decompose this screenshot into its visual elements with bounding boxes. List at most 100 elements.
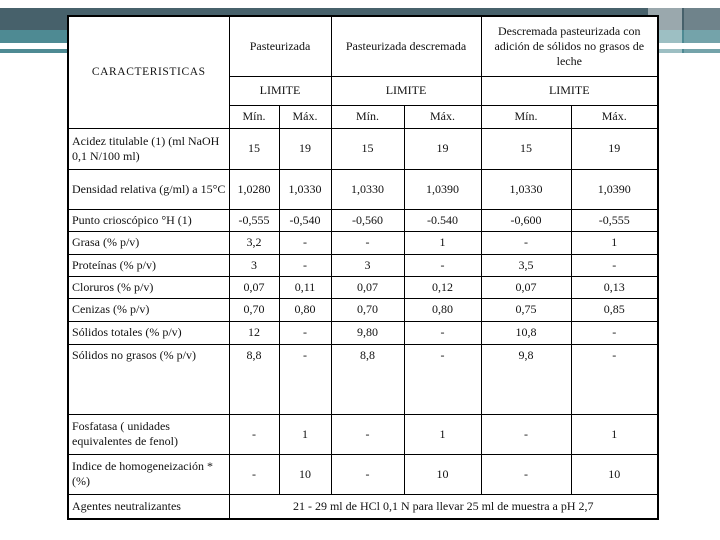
value-cell: 10 (570, 453, 659, 495)
value-cell: 1,0390 (403, 168, 482, 210)
value-cell: 1,0280 (228, 168, 280, 210)
min-header: Mín. (228, 104, 280, 129)
value-cell: 19 (278, 127, 332, 170)
row-name-cell: Cloruros (% p/v) (67, 275, 230, 299)
value-cell: 1 (570, 230, 659, 255)
table-row: Proteínas (% p/v) 3 - 3 - 3,5 - (67, 253, 659, 277)
value-cell: 15 (480, 127, 572, 170)
value-cell: - (480, 413, 572, 455)
value-cell: -0,560 (330, 208, 405, 232)
value-cell: 1 (403, 230, 482, 255)
row-name-cell: Cenizas (% p/v) (67, 297, 230, 322)
value-cell: - (278, 230, 332, 255)
footer-value-cell: 21 - 29 ml de HCl 0,1 N para llevar 25 m… (228, 493, 659, 520)
row-name-cell: Fosfatasa ( unidades equivalentes de fen… (67, 413, 230, 455)
table-header-row-minmax: Mín. Máx. Mín. Máx. Mín. Máx. (68, 104, 659, 129)
value-cell: - (330, 453, 405, 495)
value-cell: - (403, 320, 482, 345)
value-cell: 9,8 (480, 343, 572, 415)
value-cell: 19 (403, 127, 482, 170)
row-name-cell: Acidez titulable (1) (ml NaOH 0,1 N/100 … (67, 127, 230, 170)
value-cell: - (570, 253, 659, 277)
value-cell: -0,600 (480, 208, 572, 232)
value-cell: 1,0390 (570, 168, 659, 210)
value-cell: 12 (228, 320, 280, 345)
value-cell: 3 (330, 253, 405, 277)
group-header-pasteurizada: Pasteurizada (228, 15, 332, 77)
row-name-cell: Sólidos totales (% p/v) (67, 320, 230, 345)
footer-name-cell: Agentes neutralizantes (67, 493, 230, 520)
value-cell: 1 (278, 413, 332, 455)
value-cell: - (228, 453, 280, 495)
value-cell: - (228, 413, 280, 455)
value-cell: 8,8 (228, 343, 280, 415)
row-name-cell: Sólidos no grasos (% p/v) (67, 343, 230, 415)
value-cell: 0,70 (228, 297, 280, 322)
value-cell: -0,555 (570, 208, 659, 232)
group-header-descremada-pasteurizada: Descremada pasteurizada con adición de s… (480, 15, 659, 77)
value-cell: 1,0330 (278, 168, 332, 210)
table-header-row-groups: CARACTERISTICAS Pasteurizada Pasteurizad… (67, 15, 659, 129)
value-cell: -0.540 (403, 208, 482, 232)
value-cell: 0,85 (570, 297, 659, 322)
value-cell: 0,07 (480, 275, 572, 299)
value-cell: - (480, 453, 572, 495)
max-header: Máx. (570, 104, 659, 129)
header-bar-highlight-2 (684, 8, 720, 53)
table-row: Densidad relativa (g/ml) a 15°C 1,0280 1… (67, 168, 659, 210)
value-cell: 15 (330, 127, 405, 170)
value-cell: - (570, 320, 659, 345)
value-cell: 9,80 (330, 320, 405, 345)
value-cell: 3 (228, 253, 280, 277)
table-row: Sólidos totales (% p/v) 12 - 9,80 - 10,8… (67, 320, 659, 345)
max-header: Máx. (278, 104, 332, 129)
value-cell: - (570, 343, 659, 415)
table-row: Acidez titulable (1) (ml NaOH 0,1 N/100 … (67, 127, 659, 170)
min-header: Mín. (480, 104, 572, 129)
value-cell: 10 (278, 453, 332, 495)
value-cell: 1 (403, 413, 482, 455)
value-cell: -0,555 (228, 208, 280, 232)
value-cell: 3,5 (480, 253, 572, 277)
value-cell: 19 (570, 127, 659, 170)
value-cell: 0,70 (330, 297, 405, 322)
row-name-cell: Densidad relativa (g/ml) a 15°C (67, 168, 230, 210)
table-row: Sólidos no grasos (% p/v) 8,8 - 8,8 - 9,… (67, 343, 659, 415)
value-cell: 0,12 (403, 275, 482, 299)
table-row: Grasa (% p/v) 3,2 - - 1 - 1 (67, 230, 659, 255)
value-cell: 0,07 (330, 275, 405, 299)
value-cell: 0,07 (228, 275, 280, 299)
table-row: Fosfatasa ( unidades equivalentes de fen… (67, 413, 659, 455)
characteristics-table: CARACTERISTICAS Pasteurizada Pasteurizad… (67, 15, 660, 520)
value-cell: 0,80 (278, 297, 332, 322)
value-cell: 0,75 (480, 297, 572, 322)
table-row: Cenizas (% p/v) 0,70 0,80 0,70 0,80 0,75… (67, 297, 659, 322)
value-cell: 1 (570, 413, 659, 455)
limite-header: LIMITE (330, 75, 482, 106)
row-name-cell: Punto crioscópico °H (1) (67, 208, 230, 232)
value-cell: - (403, 253, 482, 277)
table-row: Indice de homogeneización * (%) - 10 - 1… (67, 453, 659, 495)
limite-header: LIMITE (480, 75, 659, 106)
value-cell: 1,0330 (480, 168, 572, 210)
limite-header: LIMITE (228, 75, 332, 106)
value-cell: - (278, 320, 332, 345)
value-cell: - (278, 343, 332, 415)
value-cell: 15 (228, 127, 280, 170)
value-cell: 0,13 (570, 275, 659, 299)
value-cell: 1,0330 (330, 168, 405, 210)
value-cell: 10 (403, 453, 482, 495)
table-row: Cloruros (% p/v) 0,07 0,11 0,07 0,12 0,0… (67, 275, 659, 299)
corner-header: CARACTERISTICAS (67, 15, 230, 129)
value-cell: 0,80 (403, 297, 482, 322)
table-row: Punto crioscópico °H (1) -0,555 -0,540 -… (67, 208, 659, 232)
table-footer-row: Agentes neutralizantes 21 - 29 ml de HCl… (67, 493, 659, 520)
min-header: Mín. (330, 104, 405, 129)
value-cell: - (330, 230, 405, 255)
value-cell: -0,540 (278, 208, 332, 232)
row-name-cell: Indice de homogeneización * (%) (67, 453, 230, 495)
value-cell: 8,8 (330, 343, 405, 415)
max-header: Máx. (403, 104, 482, 129)
value-cell: 3,2 (228, 230, 280, 255)
